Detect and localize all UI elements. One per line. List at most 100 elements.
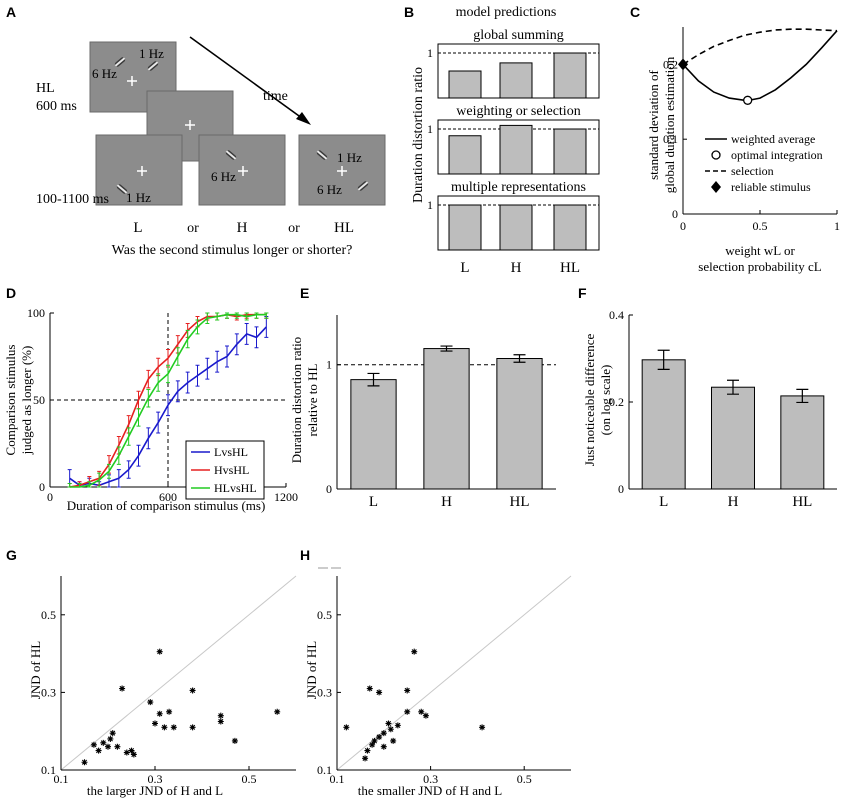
error-bar: [234, 312, 239, 319]
legend-marker-reliable: [711, 181, 721, 193]
subplot-title: multiple representations: [451, 180, 586, 195]
x-tick-label: 1: [834, 219, 840, 233]
y-tick-label: 0.5: [317, 608, 332, 622]
legend-label-selection: selection: [731, 164, 774, 178]
error-bar: [244, 312, 249, 321]
stimulus-screen-4: [198, 134, 286, 206]
panel-f-ylabel-line1: Just noticeable difference: [582, 333, 597, 466]
y-tick-label: 0.3: [317, 685, 332, 699]
panel-letter-e: E: [300, 285, 309, 301]
panel-c-xlabel-line2: selection probability cL: [698, 259, 822, 274]
x-tick-label: L: [659, 494, 668, 510]
panel-c-ylabel-line1: standard deviation of: [646, 69, 661, 179]
error-bar: [185, 329, 190, 349]
data-point: [404, 687, 411, 694]
legend-label-reliable: reliable stimulus: [731, 180, 811, 194]
error-bar: [205, 312, 210, 324]
subplot-title: global summing: [473, 28, 564, 43]
panel-h-ylabel: JND of HL: [304, 641, 319, 700]
optimal-integration-point: [743, 95, 753, 105]
x-tick-label: 0: [47, 490, 53, 504]
y-tick-label: 0: [39, 480, 45, 494]
panel-c-legend: weighted average optimal integration sel…: [705, 132, 823, 194]
error-bar: [215, 312, 220, 321]
error-bar: [727, 379, 739, 395]
y-tick-label: 50: [33, 393, 45, 407]
selection-curve: [682, 28, 838, 66]
error-bar: [205, 357, 210, 380]
error-bar: [146, 389, 151, 408]
panel-b-title: model predictions: [456, 5, 557, 20]
data-point: [128, 747, 135, 754]
error-bar: [136, 408, 141, 427]
time-arrow-head: [296, 112, 311, 125]
data-point: [390, 737, 397, 744]
y-tick-label: 0.5: [41, 608, 56, 622]
error-bar: [225, 312, 229, 319]
error-bar: [87, 481, 92, 488]
ytick-label: 1: [427, 198, 433, 212]
data-point: [217, 712, 224, 719]
data-point: [81, 759, 88, 766]
error-bar: [264, 315, 269, 338]
data-point: [152, 720, 158, 727]
data-point: [189, 724, 196, 731]
data-point: [380, 730, 387, 737]
error-bar: [185, 371, 190, 394]
y-tick-label: 0.1: [663, 132, 678, 146]
error-bar: [97, 472, 102, 488]
y-tick-label: 0: [672, 207, 678, 221]
error-bar: [225, 345, 229, 368]
panel-letter-d: D: [6, 285, 16, 301]
condition-label-l: L: [133, 220, 142, 236]
error-bar: [156, 411, 161, 434]
data-point: [156, 648, 163, 655]
error-bar: [254, 312, 259, 319]
y-tick-label: 0.3: [41, 685, 56, 699]
freq-label-1hz-l: 1 Hz: [126, 190, 151, 205]
condition-label-h: H: [237, 220, 248, 236]
data-point: [170, 724, 177, 731]
data-point: [189, 687, 196, 694]
duration-range-label: 100-1100 ms: [36, 192, 109, 207]
y-tick-label: 100: [27, 306, 45, 320]
panel-b: model predictions Duration distortion ra…: [411, 5, 600, 276]
freq-label-1hz-hl: 1 Hz: [337, 150, 362, 165]
data-point: [380, 743, 387, 750]
data-point: [366, 685, 373, 692]
ytick-label: 1: [427, 122, 433, 136]
panel-e-plot: 0 1 L H HL: [326, 315, 556, 510]
legend-label-lvshl: LvsHL: [214, 445, 248, 459]
error-bar: [440, 345, 453, 352]
data-point: [109, 730, 116, 737]
data-point: [95, 747, 102, 754]
identity-line: [60, 575, 297, 771]
freq-label-6hz-h: 6 Hz: [211, 169, 236, 184]
error-bar: [126, 460, 131, 479]
gabor-patches: [114, 57, 369, 194]
panel-b-plots: 1 global summing 1 weighting or selection 1 m…: [427, 28, 600, 251]
panel-h-plot: 0.1 0.3 0.5 0.1 0.3 0.5: [317, 575, 572, 786]
data-point: [371, 737, 378, 744]
x-tick-label: H: [728, 494, 739, 510]
bar: [641, 359, 686, 490]
panel-letter-f: F: [578, 285, 587, 301]
data-point: [161, 724, 168, 731]
x-tick-label: 600: [159, 490, 177, 504]
freq-label-6hz-hl: 6 Hz: [317, 182, 342, 197]
x-tick-label: 0.5: [242, 772, 257, 786]
panel-h-xlabel: the smaller JND of H and L: [358, 783, 502, 798]
x-tick-label: 1200: [274, 490, 298, 504]
legend-label-weighted: weighted average: [731, 132, 815, 146]
error-bar: [146, 427, 151, 450]
legend-marker-optimal: [711, 150, 721, 160]
y-tick-label: 1: [326, 358, 332, 372]
panel-d: 0 600 1200 0 50 100 Comparison stimulus judge…: [3, 306, 298, 513]
panel-d-ylabel-line2: judged as longer (%): [19, 346, 34, 456]
bar: [553, 52, 587, 99]
bar: [553, 204, 587, 251]
error-bar: [77, 483, 82, 488]
error-bar: [796, 388, 809, 404]
duration-600-label: 600 ms: [36, 99, 77, 114]
